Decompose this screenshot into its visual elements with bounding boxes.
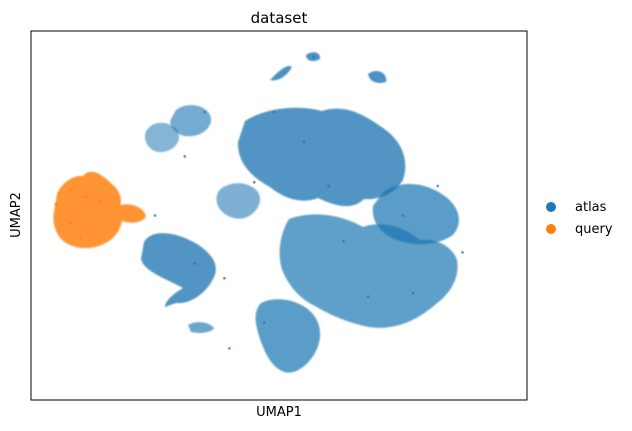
umap-data-points <box>54 55 464 350</box>
atlas-cluster-bottom <box>255 299 321 373</box>
atlas-cluster-small-1 <box>170 105 212 137</box>
query-cluster <box>53 171 147 249</box>
atlas-point-1 <box>193 262 197 265</box>
legend-query-marker <box>546 224 556 234</box>
legend: atlas query <box>546 200 613 237</box>
query-point-4 <box>69 221 73 225</box>
atlas-cluster-top <box>237 107 406 207</box>
atlas-cluster-small-3 <box>145 122 180 153</box>
atlas-point-11 <box>272 110 276 114</box>
atlas-point-8 <box>436 184 440 188</box>
umap-clusters <box>53 52 459 373</box>
atlas-point-17 <box>228 346 231 350</box>
y-axis-label: UMAP2 <box>9 192 24 238</box>
atlas-point-12 <box>312 55 316 59</box>
atlas-point-10 <box>252 180 256 184</box>
legend-query-label: query <box>575 222 613 237</box>
atlas-point-6 <box>366 295 370 299</box>
atlas-cluster-right <box>372 184 459 245</box>
atlas-cluster-small-4 <box>188 322 214 333</box>
atlas-point-0 <box>153 214 157 217</box>
atlas-cluster-top-fragments <box>270 52 387 84</box>
atlas-point-13 <box>262 321 266 324</box>
query-point-2 <box>84 195 87 199</box>
legend-atlas-label: atlas <box>575 200 607 215</box>
legend-atlas-marker <box>546 202 556 212</box>
query-point-5 <box>79 236 82 240</box>
atlas-cluster-small-2 <box>216 183 261 219</box>
atlas-point-14 <box>411 291 415 295</box>
atlas-point-7 <box>401 214 405 217</box>
query-point-0 <box>54 203 58 206</box>
atlas-point-9 <box>461 251 464 254</box>
atlas-point-5 <box>342 239 345 243</box>
atlas-point-4 <box>327 184 330 188</box>
chart-title: dataset <box>251 9 308 27</box>
query-point-3 <box>99 199 102 203</box>
x-axis-label: UMAP1 <box>256 405 302 420</box>
atlas-point-16 <box>183 155 187 158</box>
atlas-cluster-left <box>141 233 216 307</box>
atlas-point-3 <box>302 140 306 144</box>
atlas-point-15 <box>203 110 207 114</box>
atlas-point-2 <box>223 276 226 280</box>
query-point-1 <box>69 188 73 192</box>
